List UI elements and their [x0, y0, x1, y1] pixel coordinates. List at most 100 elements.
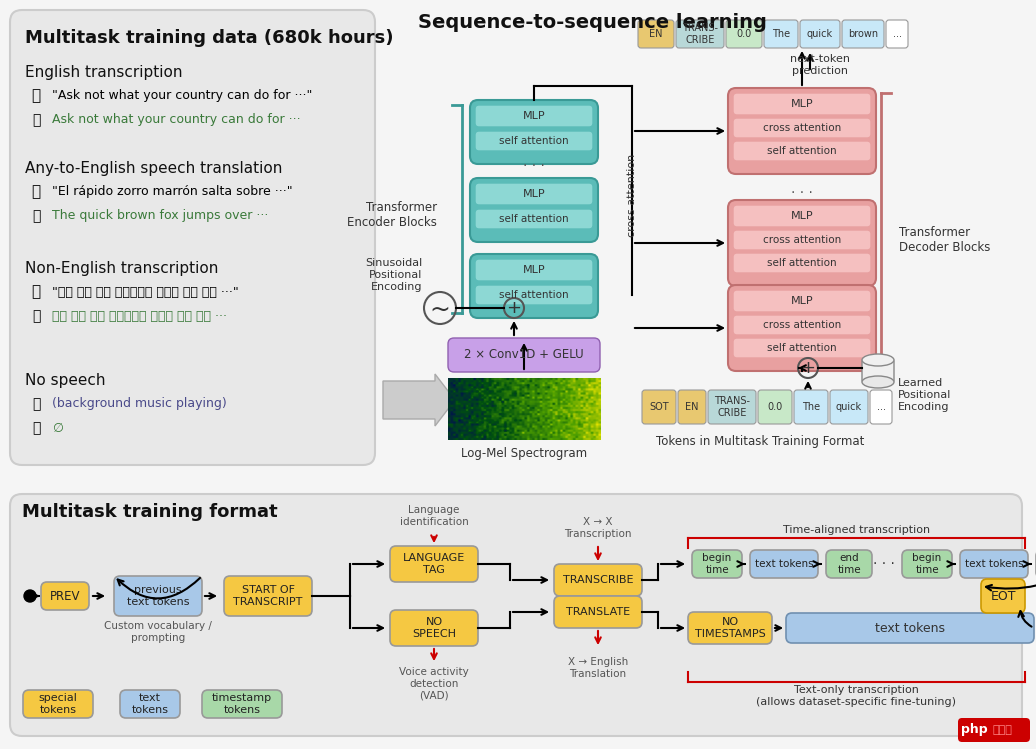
Text: Transformer
Encoder Blocks: Transformer Encoder Blocks	[347, 201, 437, 229]
Text: 中文网: 中文网	[992, 725, 1012, 735]
Text: 👤: 👤	[31, 88, 40, 103]
FancyBboxPatch shape	[764, 20, 798, 48]
Text: No speech: No speech	[25, 372, 106, 387]
FancyBboxPatch shape	[678, 390, 706, 424]
Text: 👤: 👤	[31, 285, 40, 300]
Text: The quick brown fox jumps over ···: The quick brown fox jumps over ···	[52, 210, 268, 222]
FancyBboxPatch shape	[474, 285, 593, 305]
FancyBboxPatch shape	[733, 290, 871, 312]
Text: MLP: MLP	[523, 111, 545, 121]
FancyBboxPatch shape	[708, 390, 756, 424]
Text: end
time: end time	[837, 554, 861, 574]
Ellipse shape	[862, 354, 894, 366]
Text: Time-aligned transcription: Time-aligned transcription	[783, 525, 930, 535]
Text: 0.0: 0.0	[768, 402, 782, 412]
FancyBboxPatch shape	[638, 20, 674, 48]
FancyBboxPatch shape	[750, 550, 818, 578]
Text: NO
SPEECH: NO SPEECH	[412, 617, 456, 639]
FancyBboxPatch shape	[390, 610, 478, 646]
FancyBboxPatch shape	[10, 10, 375, 465]
FancyBboxPatch shape	[726, 20, 762, 48]
FancyBboxPatch shape	[794, 390, 828, 424]
Text: · · ·: · · ·	[873, 557, 895, 571]
Text: 📄: 📄	[32, 309, 40, 323]
Text: · · ·: · · ·	[792, 186, 813, 200]
FancyBboxPatch shape	[474, 259, 593, 281]
Text: ...: ...	[892, 29, 901, 39]
FancyBboxPatch shape	[728, 200, 876, 286]
Text: MLP: MLP	[790, 211, 813, 221]
FancyBboxPatch shape	[41, 582, 89, 610]
Text: SOT: SOT	[650, 402, 669, 412]
Text: EN: EN	[685, 402, 698, 412]
Text: X → X
Transcription: X → X Transcription	[565, 518, 632, 539]
FancyBboxPatch shape	[830, 390, 868, 424]
Text: ∅: ∅	[52, 422, 63, 434]
FancyBboxPatch shape	[733, 315, 871, 335]
FancyArrow shape	[383, 374, 455, 426]
FancyBboxPatch shape	[554, 596, 642, 628]
FancyBboxPatch shape	[120, 690, 180, 718]
Text: LANGUAGE
TAG: LANGUAGE TAG	[403, 554, 465, 574]
FancyBboxPatch shape	[470, 100, 598, 164]
Text: Multitask training format: Multitask training format	[22, 503, 278, 521]
Text: timestamp
tokens: timestamp tokens	[212, 694, 272, 715]
Text: 0.0: 0.0	[737, 29, 752, 39]
Text: Non-English transcription: Non-English transcription	[25, 261, 219, 276]
Text: next-token
prediction: next-token prediction	[790, 54, 850, 76]
Text: Language
identification: Language identification	[400, 505, 468, 527]
FancyBboxPatch shape	[758, 390, 792, 424]
FancyBboxPatch shape	[842, 20, 884, 48]
Text: MLP: MLP	[790, 296, 813, 306]
Text: PREV: PREV	[50, 589, 80, 602]
FancyBboxPatch shape	[826, 550, 872, 578]
FancyBboxPatch shape	[470, 178, 598, 242]
Text: Log-Mel Spectrogram: Log-Mel Spectrogram	[461, 447, 587, 461]
FancyBboxPatch shape	[733, 118, 871, 138]
Text: Ask not what your country can do for ···: Ask not what your country can do for ···	[52, 114, 300, 127]
FancyBboxPatch shape	[733, 338, 871, 358]
Text: Tokens in Multitask Training Format: Tokens in Multitask Training Format	[656, 435, 864, 449]
FancyBboxPatch shape	[733, 141, 871, 161]
FancyBboxPatch shape	[786, 613, 1034, 643]
Circle shape	[24, 590, 36, 602]
Text: special
tokens: special tokens	[38, 694, 78, 715]
Text: brown: brown	[847, 29, 879, 39]
Text: The: The	[802, 402, 821, 412]
Text: 📄: 📄	[32, 209, 40, 223]
Text: cross attention: cross attention	[627, 154, 637, 237]
Text: 언덕 위에 올라 내려다보면 너무나 넓고 넓은 ···: 언덕 위에 올라 내려다보면 너무나 넓고 넓은 ···	[52, 309, 227, 323]
Text: quick: quick	[807, 29, 833, 39]
Text: self attention: self attention	[499, 214, 569, 224]
FancyBboxPatch shape	[981, 579, 1025, 613]
FancyBboxPatch shape	[474, 183, 593, 205]
Ellipse shape	[862, 376, 894, 388]
FancyBboxPatch shape	[224, 576, 312, 616]
Text: Custom vocabulary /
prompting: Custom vocabulary / prompting	[104, 621, 212, 643]
Text: EOT: EOT	[990, 589, 1015, 602]
Text: self attention: self attention	[768, 258, 837, 268]
Text: text
tokens: text tokens	[132, 694, 169, 715]
Text: begin
time: begin time	[702, 554, 731, 574]
FancyBboxPatch shape	[800, 20, 840, 48]
FancyBboxPatch shape	[10, 494, 1021, 736]
Text: Voice activity
detection
(VAD): Voice activity detection (VAD)	[399, 667, 469, 700]
Text: NO
TIMESTAMPS: NO TIMESTAMPS	[694, 617, 766, 639]
Text: Text-only transcription
(allows dataset-specific fine-tuning): Text-only transcription (allows dataset-…	[756, 685, 956, 707]
FancyBboxPatch shape	[202, 690, 282, 718]
FancyBboxPatch shape	[728, 285, 876, 371]
Text: self attention: self attention	[499, 136, 569, 146]
FancyBboxPatch shape	[114, 576, 202, 616]
Text: Multitask training data (680k hours): Multitask training data (680k hours)	[25, 29, 394, 47]
Text: · · ·: · · ·	[523, 159, 545, 173]
FancyBboxPatch shape	[733, 230, 871, 250]
FancyBboxPatch shape	[728, 88, 876, 174]
Text: TRANS-
CRIBE: TRANS- CRIBE	[714, 396, 750, 418]
FancyBboxPatch shape	[448, 338, 600, 372]
Text: MLP: MLP	[523, 189, 545, 199]
FancyBboxPatch shape	[870, 390, 892, 424]
Text: (background music playing): (background music playing)	[52, 398, 227, 410]
FancyBboxPatch shape	[677, 20, 724, 48]
FancyBboxPatch shape	[474, 209, 593, 229]
FancyBboxPatch shape	[474, 105, 593, 127]
